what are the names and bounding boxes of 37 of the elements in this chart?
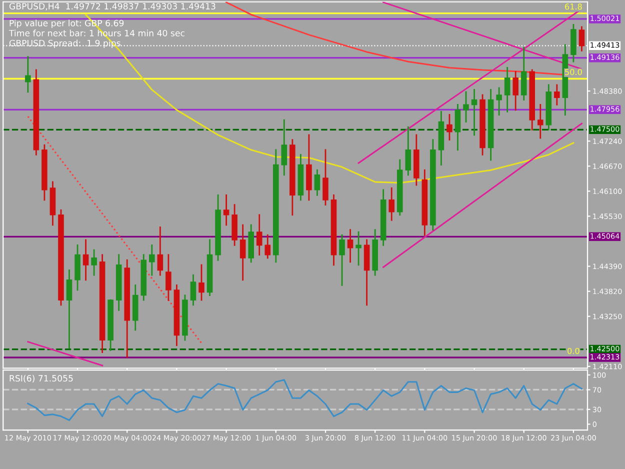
candlestick: [463, 91, 469, 122]
candlestick: [388, 187, 395, 221]
annotation: 61.8: [565, 4, 582, 10]
candlestick: [356, 231, 362, 266]
candlestick: [264, 234, 271, 259]
candlestick: [198, 264, 204, 301]
candlestick: [157, 226, 164, 276]
candlestick: [471, 89, 478, 136]
candlestick: [347, 229, 354, 263]
candlestick: [240, 224, 246, 281]
candlestick: [554, 84, 560, 106]
candlestick: [578, 26, 585, 52]
candlestick: [91, 249, 97, 276]
annotation: 50.0: [565, 69, 582, 76]
candlestick: [149, 244, 155, 276]
candlestick: [454, 104, 461, 151]
candlestick: [82, 239, 89, 281]
candlestick: [322, 149, 328, 206]
candlestick: [446, 114, 452, 140]
candlestick: [496, 87, 502, 116]
candlestick: [223, 194, 230, 226]
candlestick: [504, 67, 510, 112]
candlestick: [537, 104, 544, 139]
candlestick: [512, 71, 518, 111]
candlestick: [405, 126, 412, 176]
candlestick: [314, 169, 320, 196]
text: RSI(6) 71.5055: [10, 374, 73, 383]
candlestick: [25, 56, 31, 93]
candlestick: [66, 270, 72, 349]
candlestick: [166, 254, 172, 301]
candlestick: [256, 214, 262, 256]
candlestick: [339, 234, 345, 286]
candlestick: [190, 274, 196, 306]
candlestick: [281, 119, 288, 176]
annotation: 0.0: [568, 348, 580, 354]
candlestick: [520, 46, 527, 101]
chart-title: GBPUSD,H4 1.49772 1.49837 1.49303 1.49413: [9, 2, 216, 10]
